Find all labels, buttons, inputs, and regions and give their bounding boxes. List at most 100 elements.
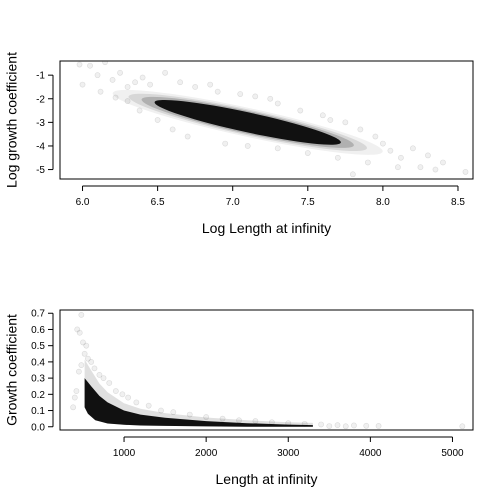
data-point	[85, 355, 91, 362]
y-tick-label: -2	[36, 94, 45, 105]
y-tick-label: 0.3	[31, 374, 45, 385]
data-point	[252, 418, 259, 424]
data-point	[71, 394, 78, 401]
data-point	[297, 107, 304, 114]
x-tick-label: 3000	[277, 448, 300, 459]
data-point	[112, 94, 119, 101]
x-tick-label: 8.5	[451, 197, 465, 208]
data-point	[74, 326, 81, 333]
y-axis-title: Log growth coefficient	[4, 52, 20, 188]
data-point	[334, 154, 341, 161]
y-tick-label: 0.4	[31, 357, 45, 368]
data-point	[162, 69, 169, 76]
y-tick-label: -3	[36, 118, 45, 129]
data-point	[100, 375, 107, 382]
data-point	[102, 61, 108, 66]
data-point	[124, 84, 131, 90]
x-tick-label: 6.5	[151, 197, 165, 208]
data-point	[184, 133, 191, 140]
data-point	[97, 88, 104, 95]
data-point	[219, 415, 226, 422]
density-halo	[84, 359, 313, 427]
data-point	[364, 159, 371, 166]
data-point	[425, 152, 431, 159]
x-tick-label: 4000	[359, 448, 382, 459]
data-point	[342, 423, 349, 430]
y-tick-label: 0.2	[31, 390, 45, 401]
data-point	[334, 422, 341, 429]
data-point	[318, 421, 325, 428]
plot-area	[76, 61, 469, 178]
data-point	[81, 350, 88, 357]
x-tick-label: 6.0	[76, 197, 90, 208]
data-point	[285, 420, 292, 427]
data-point	[170, 409, 177, 416]
chart-panel-1: 6.0 6.5 7.0 7.5 8.0 8.5 -1 -2 -3 -4 -5 Log Length a…	[4, 52, 474, 236]
data-point	[94, 72, 101, 79]
y-tick-label: 0.1	[31, 406, 45, 417]
y-tick-label: 0.0	[31, 422, 45, 433]
data-point	[207, 81, 214, 88]
data-point	[154, 117, 161, 123]
data-point	[75, 368, 82, 375]
data-point	[379, 140, 386, 147]
data-point	[133, 399, 140, 406]
data-point	[252, 93, 259, 100]
x-tick-label: 1000	[113, 448, 136, 459]
data-point	[79, 81, 86, 88]
data-point	[106, 380, 113, 386]
data-point	[125, 394, 132, 401]
data-point	[319, 112, 326, 119]
data-point	[363, 422, 370, 429]
plot-frame	[59, 309, 474, 431]
data-point	[462, 169, 469, 175]
y-tick-label: 0.6	[31, 325, 45, 336]
density-core	[84, 378, 313, 427]
data-point	[237, 91, 244, 97]
data-point	[410, 145, 416, 152]
data-point	[76, 61, 83, 68]
data-point	[327, 117, 334, 123]
y-tick-label: 0.7	[31, 309, 45, 320]
data-point	[459, 423, 466, 430]
data-point	[395, 164, 401, 171]
x-tick-label: 2000	[195, 448, 218, 459]
x-axis-title: Log Length at infinity	[202, 220, 331, 236]
data-point	[78, 362, 85, 369]
data-point	[96, 371, 103, 378]
data-point	[274, 100, 281, 107]
data-point	[186, 411, 193, 418]
x-tick-label: 7.5	[301, 197, 315, 208]
data-point	[145, 402, 152, 409]
data-point	[147, 81, 154, 88]
data-point	[124, 98, 131, 105]
data-point	[119, 391, 126, 398]
data-point	[304, 150, 311, 156]
data-point	[132, 79, 138, 86]
data-point	[244, 143, 251, 149]
data-point	[274, 145, 281, 152]
chart-panel-2: 1000 2000 3000 4000 5000 0.0 0.1 0.2 0.3 0.4 0.5 0.…	[4, 309, 474, 487]
plot-frame	[59, 60, 474, 180]
data-point	[177, 79, 184, 86]
plot-area	[70, 311, 466, 430]
x-tick-label: 8.0	[376, 197, 390, 208]
data-point	[349, 171, 356, 178]
data-point	[158, 407, 164, 414]
data-point	[267, 95, 274, 102]
data-point	[236, 417, 242, 424]
data-point	[375, 423, 382, 429]
data-point	[222, 140, 229, 147]
data-point	[112, 388, 119, 394]
data-point	[169, 126, 176, 133]
data-point	[432, 166, 439, 173]
density-core	[154, 99, 341, 145]
data-point	[440, 159, 446, 166]
data-point	[78, 311, 85, 318]
data-point	[117, 69, 123, 76]
data-point	[139, 74, 146, 81]
x-tick-label: 7.0	[226, 197, 240, 208]
data-point	[357, 126, 364, 133]
data-point	[203, 414, 210, 420]
